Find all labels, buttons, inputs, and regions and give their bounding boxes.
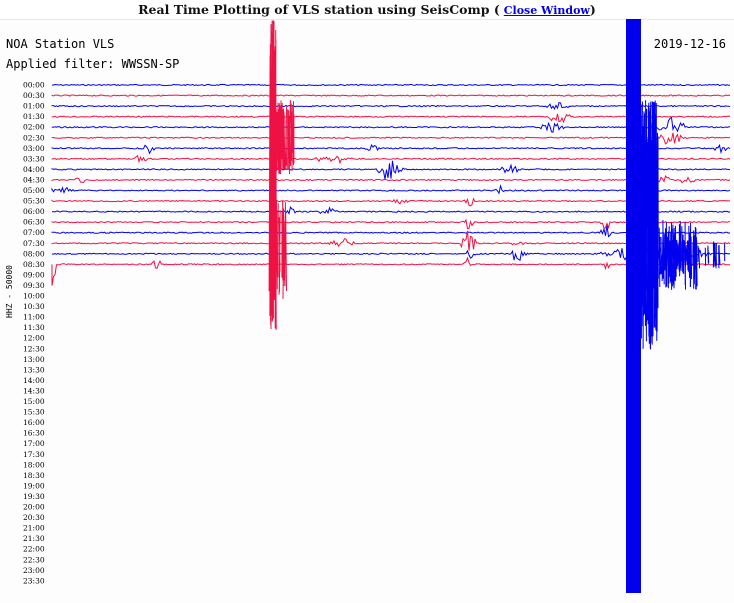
trace-line xyxy=(51,132,731,145)
hour-label: 07:00 xyxy=(23,228,45,237)
trace-line xyxy=(51,230,731,251)
hour-label: 19:00 xyxy=(23,481,45,490)
trace-line xyxy=(51,160,731,180)
hour-label: 19:30 xyxy=(23,492,45,501)
page-title: Real Time Plotting of VLS station using … xyxy=(0,0,734,19)
plot-date: 2019-12-16 xyxy=(653,37,726,51)
hour-label: 04:00 xyxy=(23,165,45,174)
hour-label: 02:00 xyxy=(23,123,45,132)
trace-line xyxy=(51,174,731,184)
trace-line xyxy=(51,256,731,286)
hour-label: 12:30 xyxy=(23,344,45,353)
hour-label: 23:00 xyxy=(23,566,45,575)
event-saturated-blue xyxy=(626,19,641,593)
hour-label: 21:30 xyxy=(23,534,45,543)
filter-label: Applied filter: WWSSN-SP xyxy=(6,57,180,71)
station-name: NOA Station VLS xyxy=(6,37,115,51)
hour-label: 18:00 xyxy=(23,460,45,469)
hour-label: 13:00 xyxy=(23,355,45,364)
trace-line xyxy=(51,94,731,97)
hour-label: 18:30 xyxy=(23,471,45,480)
hour-label: 00:00 xyxy=(23,81,45,90)
hour-label: 10:30 xyxy=(23,302,45,311)
hour-label: 11:00 xyxy=(23,313,45,322)
trace-line xyxy=(51,197,730,207)
hour-label: 08:00 xyxy=(23,249,45,258)
event-coda-blue xyxy=(637,100,659,350)
hour-label: 01:30 xyxy=(23,112,45,121)
trace-line xyxy=(51,143,731,155)
hour-label: 04:30 xyxy=(23,175,45,184)
title-text: Real Time Plotting of VLS station using … xyxy=(138,2,490,17)
hour-label: 03:00 xyxy=(23,144,45,153)
hour-label: 14:00 xyxy=(23,376,45,385)
hour-label: 09:00 xyxy=(23,270,45,279)
hour-label: 16:00 xyxy=(23,418,45,427)
trace-line xyxy=(51,116,731,133)
hour-label: 03:30 xyxy=(23,154,45,163)
hour-label: 22:00 xyxy=(23,545,45,554)
trace-line xyxy=(51,113,731,124)
hour-label: 05:00 xyxy=(23,186,45,195)
hour-label: 06:30 xyxy=(23,218,45,227)
trace-line xyxy=(51,154,731,165)
hour-label: 09:30 xyxy=(23,281,45,290)
event-coda-blue-far xyxy=(674,240,726,270)
hour-label: 15:00 xyxy=(23,397,45,406)
hour-label: 07:30 xyxy=(23,239,45,248)
trace-line xyxy=(51,83,731,87)
trace-line xyxy=(51,225,731,238)
hour-label: 06:00 xyxy=(23,207,45,216)
hour-label: 02:30 xyxy=(23,133,45,142)
hour-label: 23:30 xyxy=(23,576,45,585)
trace-line xyxy=(51,243,731,267)
hour-label: 15:30 xyxy=(23,408,45,417)
hour-label: 08:30 xyxy=(23,260,45,269)
trace-line xyxy=(51,218,731,230)
hour-label: 13:30 xyxy=(23,365,45,374)
hour-label: 17:00 xyxy=(23,439,45,448)
event-coda-red xyxy=(270,99,295,175)
hour-label: 20:30 xyxy=(23,513,45,522)
hour-label: 22:30 xyxy=(23,555,45,564)
hour-label: 12:00 xyxy=(23,334,45,343)
event-coda-red-lower xyxy=(269,200,287,300)
hour-label: 00:30 xyxy=(23,91,45,100)
trace-line xyxy=(51,205,731,215)
hour-label: 10:00 xyxy=(23,292,45,301)
hour-label: 17:30 xyxy=(23,450,45,459)
hour-label: 21:00 xyxy=(23,524,45,533)
close-window-link[interactable]: Close Window xyxy=(503,4,590,17)
hour-label: 20:00 xyxy=(23,503,45,512)
hour-label: 01:00 xyxy=(23,102,45,111)
hour-label: 11:30 xyxy=(23,323,45,332)
hour-label: 05:30 xyxy=(23,197,45,206)
hour-label: 14:30 xyxy=(23,386,45,395)
trace-line xyxy=(51,184,731,195)
trace-line xyxy=(51,102,731,111)
hour-label: 16:30 xyxy=(23,429,45,438)
